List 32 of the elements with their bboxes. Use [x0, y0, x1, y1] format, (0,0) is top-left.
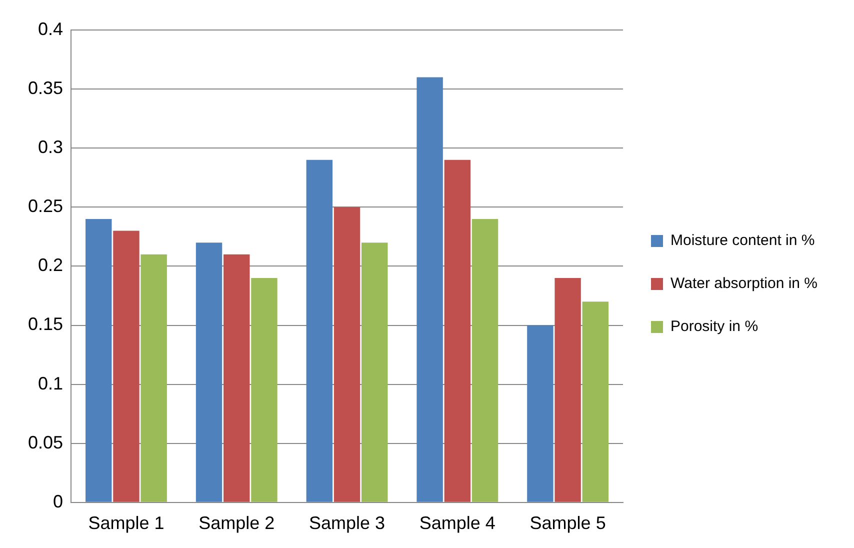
legend-label: Water absorption in %: [670, 275, 818, 292]
bar: [113, 230, 140, 502]
y-tick-label: 0.4: [38, 18, 64, 39]
y-tick-label: 0.2: [38, 255, 64, 276]
bar: [554, 278, 581, 502]
y-tick-label: 0.35: [28, 78, 64, 98]
x-tick-label: Sample 1: [88, 513, 164, 534]
bar: [416, 77, 443, 502]
x-tick-label: Sample 5: [530, 513, 606, 534]
y-tick-label: 0.3: [38, 137, 64, 158]
legend-label: Moisture content in %: [670, 232, 815, 250]
x-tick-label: Sample 4: [419, 513, 496, 534]
bar: [224, 254, 250, 502]
bar: [306, 160, 333, 502]
y-tick-label: 0: [53, 491, 64, 512]
bar: [334, 207, 360, 502]
bar: [86, 218, 112, 502]
legend-label: Porosity in %: [670, 318, 758, 336]
bar: [472, 218, 498, 502]
bar: [527, 325, 554, 502]
bar: [140, 254, 167, 502]
bar: [196, 242, 222, 502]
x-tick-label: Sample 2: [198, 513, 275, 534]
bar: [362, 242, 388, 502]
bar: [582, 302, 609, 502]
y-tick-label: 0.25: [28, 196, 64, 216]
y-tick-label: 0.05: [28, 432, 64, 452]
y-tick-label: 0.1: [38, 373, 64, 394]
x-tick-label: Sample 3: [308, 513, 386, 534]
bar: [444, 160, 471, 502]
y-tick-label: 0.15: [28, 314, 64, 334]
bar: [251, 278, 278, 502]
